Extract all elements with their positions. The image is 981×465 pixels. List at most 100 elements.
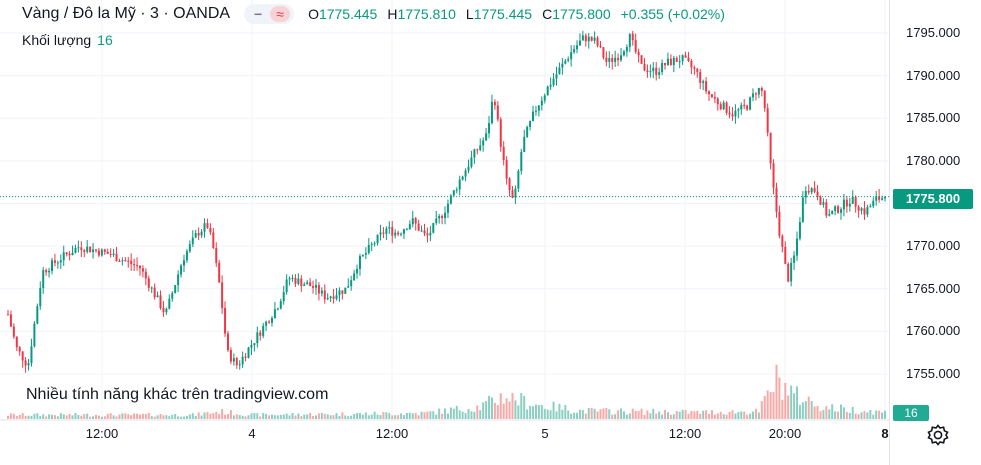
volume-bar [27,415,30,419]
candle-body [702,81,705,83]
candle-body [664,62,667,66]
volume-bar [625,414,628,419]
volume-bar [385,412,388,419]
gear-icon[interactable] [924,421,952,449]
volume-bar [464,413,467,419]
legend-controls[interactable]: − ≈ [244,4,295,24]
candle-body [147,278,150,288]
volume-bar [455,405,458,419]
candle-body [218,262,221,283]
volume-bar [587,408,590,419]
candle-body [643,63,646,71]
candle-body [21,351,24,361]
promo-text[interactable]: Nhiều tính năng khác trên tradingview.co… [26,386,329,403]
volume-bar [637,411,640,419]
volume-bar [467,409,470,419]
candle-body [221,282,224,309]
volume-bar [769,392,772,419]
volume-bar [596,411,599,419]
volume-bar [675,411,678,419]
candle-body [62,252,65,261]
volume-bar [7,415,9,419]
candle-body [92,249,95,253]
volume-bar [405,412,408,419]
price-tick-label: 1795.000 [906,25,961,40]
volume-bar [391,415,394,419]
candle-body [611,58,614,62]
candle-body [467,166,470,171]
minus-icon[interactable]: − [253,6,263,22]
volume-bar [420,411,423,419]
candle-body [860,208,863,211]
volume-bar [740,411,743,419]
volume-bar [127,414,130,419]
candle-body [356,268,359,274]
candle-body [435,218,438,223]
volume-bar [757,412,760,419]
volume-bar [737,412,740,419]
candle-body [517,171,520,189]
volume-bar [869,410,872,419]
volume-bar [92,416,95,419]
candle-body [540,100,543,106]
volume-legend[interactable]: Khối lượng 16 [22,32,113,48]
volume-bar [713,414,716,419]
candle-body [33,323,36,347]
volume-bar [558,403,561,419]
volume-bar [831,404,834,419]
volume-bar [358,413,361,419]
volume-bar [787,395,790,419]
volume-bar [493,402,496,419]
volume-bar [617,410,620,419]
volume-bar [235,414,238,419]
volume-bar [552,401,555,419]
volume-bar [672,414,675,419]
candle-body [209,227,212,233]
volume-bar [124,413,127,419]
volume-bar [141,413,144,419]
volume-bar [705,410,708,419]
candle-body [655,67,658,75]
volume-bar [144,414,147,419]
volume-bar [197,412,200,419]
volume-bar [581,409,584,419]
volume-bar [379,415,382,419]
volume-bar [45,416,48,419]
volume-bar [863,411,866,419]
candle-body [165,308,168,313]
candle-body [194,233,197,238]
volume-bar [822,410,825,419]
candle-body [106,251,109,254]
candle-body [420,230,423,232]
volume-bar [329,415,332,419]
candle-body [364,252,367,255]
candle-body [505,160,508,179]
candle-body [382,232,385,234]
volume-badge: 16 [893,405,929,421]
volume-bar [763,396,766,419]
candle-body [470,157,473,167]
candle-body [549,84,552,87]
candle-body [332,296,335,299]
candle-body [796,238,799,256]
candle-body [177,274,180,286]
candle-body [558,67,561,75]
volume-bar [226,413,229,419]
volume-bar [56,416,59,419]
volume-bar [593,408,596,419]
candle-body [203,223,206,232]
candle-body [229,349,232,362]
volume-bar [576,412,579,419]
approx-icon[interactable]: ≈ [270,6,291,22]
symbol-title[interactable]: Vàng / Đô la Mỹ · 3 · OANDA [22,5,231,22]
candle-body [857,206,860,211]
candle-body [441,215,444,219]
candle-body [338,290,341,296]
candle-body [367,245,370,253]
volume-bar [860,412,863,419]
volume-bar [312,416,315,419]
candle-body [520,151,523,172]
candle-body [408,224,411,230]
candle-body [50,260,53,271]
